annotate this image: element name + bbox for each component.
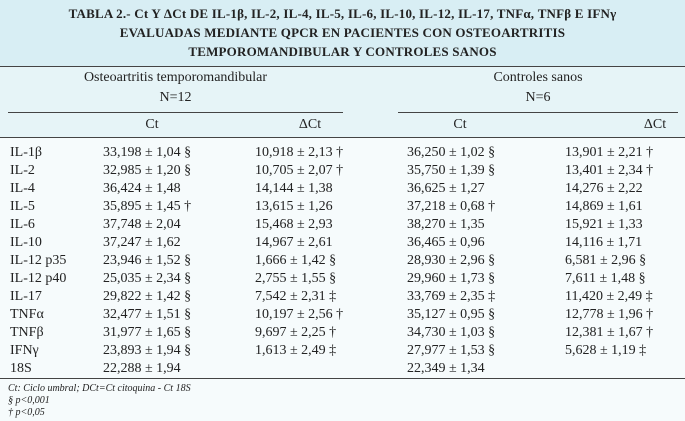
row-label: TNFα <box>10 307 44 322</box>
rule <box>0 378 685 379</box>
rule <box>398 112 678 113</box>
cell-value: 14,116 ± 1,71 <box>565 235 643 250</box>
cell-value: 12,381 ± 1,67 † <box>565 325 654 340</box>
cell-value: 28,930 ± 2,96 § <box>407 253 496 268</box>
cell-value: 10,918 ± 2,13 † <box>255 145 344 160</box>
group-n: N=12 <box>159 90 192 105</box>
group-name: Controles sanos <box>493 70 583 85</box>
rule <box>8 112 343 113</box>
cell-value: 13,615 ± 1,26 <box>255 199 333 214</box>
cell-value: 27,977 ± 1,53 § <box>407 343 496 358</box>
cell-value: 22,288 ± 1,94 <box>103 361 181 376</box>
cell-value: 11,420 ± 2,49 ‡ <box>565 289 653 304</box>
title-line: TEMPOROMANDIBULAR Y CONTROLES SANOS <box>188 44 497 59</box>
group-name: Osteoartritis temporomandibular <box>83 70 268 85</box>
cell-value: 13,401 ± 2,34 † <box>565 163 654 178</box>
row-label: IL-12 p35 <box>10 253 67 268</box>
cell-value: 14,144 ± 1,38 <box>255 181 333 196</box>
cell-value: 35,127 ± 0,95 § <box>407 307 496 322</box>
row-label: IL-2 <box>10 163 35 178</box>
cell-value: 34,730 ± 1,03 § <box>407 325 496 340</box>
cell-value: 38,270 ± 1,35 <box>407 217 485 232</box>
cell-value: 9,697 ± 2,25 † <box>255 325 337 340</box>
cell-value: 10,197 ± 2,56 † <box>255 307 344 322</box>
cell-value: 23,946 ± 1,52 § <box>103 253 192 268</box>
cell-value: 29,822 ± 1,42 § <box>103 289 192 304</box>
cell-value: 35,895 ± 1,45 † <box>103 199 192 214</box>
cell-value: 12,778 ± 1,96 † <box>565 307 654 322</box>
cell-value: 15,921 ± 1,33 <box>565 217 643 232</box>
header-band <box>0 67 685 137</box>
cell-value: 36,250 ± 1,02 § <box>407 145 496 160</box>
row-label: IL-17 <box>10 289 42 304</box>
cell-value: 37,218 ± 0,68 † <box>407 199 496 214</box>
cell-value: 10,705 ± 2,07 † <box>255 163 344 178</box>
row-label: IL-1β <box>10 145 42 160</box>
group-n: N=6 <box>525 90 551 105</box>
title-band <box>0 0 685 66</box>
row-label: IL-6 <box>10 217 35 232</box>
row-label: IL-5 <box>10 199 35 214</box>
cell-value: 14,276 ± 2,22 <box>565 181 643 196</box>
cell-value: 36,465 ± 0,96 <box>407 235 485 250</box>
column-header: ΔCt <box>298 117 322 132</box>
cell-value: 33,198 ± 1,04 § <box>103 145 192 160</box>
cell-value: 37,247 ± 1,62 <box>103 235 181 250</box>
cell-value: 5,628 ± 1,19 ‡ <box>565 343 647 358</box>
cell-value: 36,424 ± 1,48 <box>103 181 181 196</box>
cell-value: 32,477 ± 1,51 § <box>103 307 192 322</box>
cell-value: 14,869 ± 1,61 <box>565 199 643 214</box>
title-line: TABLA 2.- Ct Y ΔCt DE IL-1β, IL-2, IL-4,… <box>68 6 617 21</box>
cell-value: 6,581 ± 2,96 § <box>565 253 647 268</box>
cell-value: 32,985 ± 1,20 § <box>103 163 192 178</box>
column-header: Ct <box>453 117 467 132</box>
footnote: † p<0,05 <box>8 407 45 418</box>
row-label: IL-4 <box>10 181 35 196</box>
cell-value: 7,542 ± 2,31 ‡ <box>255 289 337 304</box>
cell-value: 23,893 ± 1,94 § <box>103 343 192 358</box>
cell-value: 7,611 ± 1,48 § <box>565 271 646 286</box>
cell-value: 1,613 ± 2,49 ‡ <box>255 343 337 358</box>
cell-value: 13,901 ± 2,21 † <box>565 145 654 160</box>
cell-value: 2,755 ± 1,55 § <box>255 271 337 286</box>
cell-value: 31,977 ± 1,65 § <box>103 325 192 340</box>
cell-value: 1,666 ± 1,42 § <box>255 253 337 268</box>
footnote: § p<0,001 <box>8 395 50 406</box>
cell-value: 22,349 ± 1,34 <box>407 361 485 376</box>
cell-value: 25,035 ± 2,34 § <box>103 271 192 286</box>
rule <box>0 137 685 138</box>
title-line: EVALUADAS MEDIANTE QPCR EN PACIENTES CON… <box>119 25 566 40</box>
cell-value: 14,967 ± 2,61 <box>255 235 333 250</box>
row-label: 18S <box>10 361 32 376</box>
rule <box>0 66 685 67</box>
cell-value: 37,748 ± 2,04 <box>103 217 181 232</box>
row-label: TNFβ <box>10 325 44 340</box>
cell-value: 35,750 ± 1,39 § <box>407 163 496 178</box>
row-label: IL-12 p40 <box>10 271 67 286</box>
row-label: IL-10 <box>10 235 42 250</box>
column-header: Ct <box>145 117 159 132</box>
footnote: Ct: Ciclo umbral; DCt=Ct citoquina - Ct … <box>8 383 191 394</box>
cell-value: 36,625 ± 1,27 <box>407 181 485 196</box>
cell-value: 29,960 ± 1,73 § <box>407 271 496 286</box>
cell-value: 15,468 ± 2,93 <box>255 217 333 232</box>
cell-value: 33,769 ± 2,35 ‡ <box>407 289 496 304</box>
column-header: ΔCt <box>643 117 667 132</box>
row-label: IFNγ <box>10 343 39 358</box>
